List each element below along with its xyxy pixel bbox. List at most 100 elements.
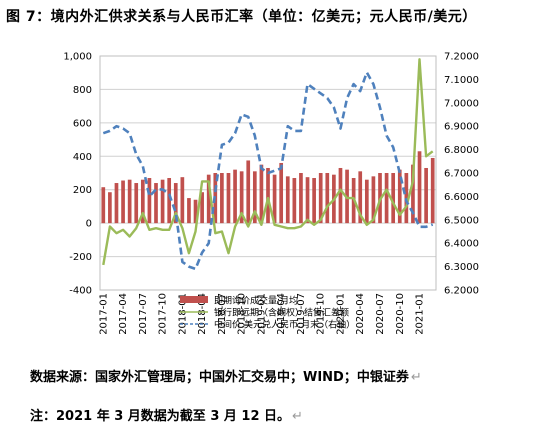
bar	[318, 173, 323, 224]
fx-rate-line	[102, 71, 434, 271]
bar	[140, 179, 145, 224]
bar	[358, 171, 363, 224]
bar	[266, 167, 270, 224]
x-axis-ticks: 2017-01 2017-04 2017-07 2017-10 2018-01 2018-…	[98, 293, 425, 335]
x-tick-label: 2017-04	[118, 293, 129, 335]
bar	[384, 173, 389, 224]
chart-area: -400 -200 0 200 400 600 800 1,000 6.2000 6.3000 6.…	[63, 52, 479, 335]
bar	[371, 176, 376, 224]
x-tick-label: 2017-10	[158, 293, 169, 335]
x-tick-label: 2019-01	[256, 293, 267, 335]
right-tick-label: 6.4000	[444, 239, 479, 250]
bar	[312, 178, 316, 224]
plot-frame	[99, 55, 437, 291]
x-tick-label: 2020-07	[375, 293, 386, 335]
legend: 即期询价成交量:月均银行即远期（含期权）结售汇差额中间价:美元兑人民币:月末（右…	[180, 295, 355, 331]
bar	[193, 199, 198, 224]
bar	[292, 178, 297, 224]
right-tick-label: 6.3000	[444, 262, 479, 273]
right-tick-label: 6.6000	[444, 192, 479, 203]
legend-label: 即期询价成交量:月均	[214, 295, 298, 307]
right-tick-label: 6.7000	[444, 169, 479, 180]
left-tick-label: 1,000	[63, 52, 92, 63]
x-tick-label: 2018-01	[177, 293, 188, 335]
bar	[127, 179, 132, 224]
left-axis-ticks: -400 -200 0 200 400 600 800 1,000	[63, 52, 92, 297]
bar	[252, 171, 257, 224]
bar	[187, 198, 191, 224]
paragraph-mark-icon: ↵	[410, 370, 422, 385]
x-tick-label: 2017-01	[98, 293, 109, 335]
figure-title: 图 7：境内外汇供求关系与人民币汇率（单位：亿美元；元人民币/美元）	[6, 9, 477, 25]
paragraph-mark-icon: ↵	[292, 409, 303, 424]
bar	[272, 174, 277, 224]
bar	[430, 157, 435, 224]
bar	[391, 173, 396, 224]
net-settlement-line	[102, 58, 434, 266]
bar-series	[101, 151, 435, 224]
x-tick-label: 2020-10	[395, 293, 406, 335]
legend-label: 中间价:美元兑人民币:月末（右轴）	[214, 319, 355, 331]
right-tick-label: 7.0000	[444, 98, 479, 109]
source-text: 数据来源：国家外汇管理局；中国外汇交易中；WIND；中银证券	[30, 370, 409, 385]
left-tick-label: 600	[73, 118, 92, 129]
source-note: 数据来源：国家外汇管理局；中国外汇交易中；WIND；中银证券 ↵	[30, 366, 422, 385]
bar	[226, 173, 231, 224]
right-axis-ticks: 6.2000 6.3000 6.4000 6.5000 6.6000 6.7000 6.80…	[444, 52, 479, 297]
bar	[299, 173, 303, 224]
x-tick-label: 2017-07	[138, 293, 149, 335]
footnote-text: 注：2021 年 3 月数据为截至 3 月 12 日。	[30, 409, 291, 424]
combo-chart: -400 -200 0 200 400 600 800 1,000 6.2000 6.3000 6.…	[63, 52, 479, 335]
x-tick-label: 2020-04	[355, 293, 366, 335]
bar	[200, 192, 204, 224]
right-tick-label: 6.5000	[444, 215, 479, 226]
bar	[325, 173, 330, 224]
left-tick-label: 0	[86, 219, 92, 230]
bar	[147, 178, 152, 224]
legend-label: 银行即远期（含期权）结售汇差额	[214, 307, 349, 319]
bar	[246, 160, 251, 224]
x-tick-label: 2018-10	[237, 293, 248, 335]
x-tick-label: 2018-04	[197, 293, 208, 335]
bar	[285, 176, 290, 224]
bar	[397, 169, 402, 224]
x-tick-label: 2019-04	[276, 293, 287, 335]
bar	[411, 164, 415, 224]
bar	[154, 183, 158, 224]
bar	[279, 162, 284, 224]
bar	[417, 151, 422, 224]
bar	[424, 167, 428, 224]
bar	[233, 169, 237, 224]
x-tick-label: 2020-01	[335, 293, 346, 335]
bar	[167, 178, 172, 224]
bar	[239, 171, 244, 224]
legend-swatch	[180, 296, 208, 303]
bar	[101, 187, 106, 224]
left-tick-label: -200	[69, 252, 92, 263]
bar	[338, 167, 343, 224]
x-tick-label: 2019-07	[296, 293, 307, 335]
bar	[364, 179, 369, 224]
bar	[220, 173, 224, 224]
footnote: 注：2021 年 3 月数据为截至 3 月 12 日。 ↵	[30, 405, 303, 424]
left-tick-label: -400	[69, 286, 92, 297]
bar	[121, 180, 125, 224]
bar	[160, 179, 165, 224]
bar	[259, 164, 264, 224]
bar	[134, 183, 139, 224]
x-tick-label: 2018-07	[217, 293, 228, 335]
x-tick-label: 2019-10	[316, 293, 327, 335]
bar	[305, 177, 310, 224]
x-tick-label: 2021-01	[415, 293, 426, 335]
left-tick-label: 200	[73, 185, 92, 196]
right-tick-label: 6.2000	[444, 286, 479, 297]
bar	[108, 192, 112, 224]
right-tick-label: 7.2000	[444, 52, 479, 63]
bar	[114, 183, 119, 224]
bar	[206, 174, 211, 224]
bar	[180, 177, 185, 224]
right-tick-label: 7.1000	[444, 75, 479, 86]
left-tick-label: 400	[73, 152, 92, 163]
left-tick-label: 800	[73, 85, 92, 96]
bar	[173, 183, 178, 224]
